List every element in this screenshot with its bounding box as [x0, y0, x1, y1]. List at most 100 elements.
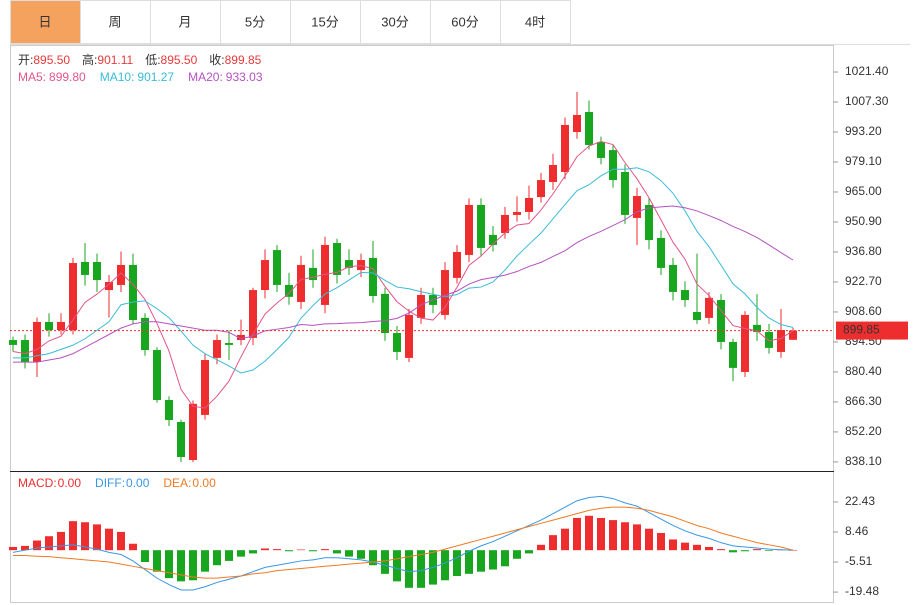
- y-tick-label: 993.20: [845, 124, 882, 138]
- candle-body: [681, 290, 689, 301]
- candle-body: [225, 343, 233, 345]
- macd-bar: [249, 550, 257, 554]
- candle-body: [381, 293, 389, 334]
- macd-bar: [177, 550, 185, 582]
- legend-name: MA10:: [100, 70, 135, 84]
- macd-bar: [357, 550, 365, 559]
- candle-body: [537, 180, 545, 198]
- macd-bar: [453, 550, 461, 576]
- candle-body: [705, 297, 713, 318]
- info-value: 899.85: [225, 53, 262, 67]
- last-price-box: [836, 321, 908, 340]
- candle-body: [561, 124, 569, 172]
- macd-bar: [513, 550, 521, 559]
- candle-body: [117, 264, 125, 285]
- legend-value: 901.27: [137, 70, 174, 84]
- macd-bar: [441, 550, 449, 581]
- macd-bar: [57, 531, 65, 551]
- macd-bar: [609, 520, 617, 551]
- macd-bar: [717, 549, 725, 551]
- candle-body: [21, 340, 29, 362]
- y-tick-label: 950.90: [845, 214, 882, 228]
- legend: MA5: 899.80 MA10: 901.27 MA20: 933.03: [18, 70, 263, 84]
- tab-label[interactable]: 月: [178, 14, 191, 29]
- tab-label[interactable]: 15分: [311, 14, 338, 29]
- tab[interactable]: [430, 0, 501, 44]
- info-value: 901.11: [97, 53, 133, 67]
- y-tick-label: 1007.30: [845, 94, 889, 108]
- candle-body: [273, 250, 281, 285]
- macd-bar: [129, 543, 137, 551]
- y-tick-label: 866.30: [845, 394, 882, 408]
- tab[interactable]: [360, 0, 431, 44]
- tab-label[interactable]: 60分: [451, 14, 478, 29]
- tab[interactable]: [150, 0, 221, 44]
- candle-body: [405, 314, 413, 358]
- y-tick-label: 1021.40: [845, 64, 889, 78]
- macd-bar: [525, 550, 533, 554]
- macd-bar: [273, 549, 281, 551]
- y-tick-label: 922.70: [845, 274, 882, 288]
- macd-bar: [225, 550, 233, 561]
- macd-bar: [213, 550, 221, 566]
- ma-line: [12, 141, 794, 409]
- candle-body: [165, 400, 173, 421]
- y-tick-label: 965.00: [845, 184, 882, 198]
- tab[interactable]: [290, 0, 361, 44]
- macd-bar: [633, 524, 641, 551]
- legend-value: 0.00: [192, 476, 216, 490]
- tab[interactable]: [10, 0, 81, 44]
- candle-body: [177, 421, 185, 458]
- macd-bar: [561, 528, 569, 551]
- candle-body: [213, 340, 221, 358]
- macd-line: [13, 506, 794, 579]
- candle-body: [657, 237, 665, 268]
- ma-line: [13, 167, 794, 374]
- tab[interactable]: [500, 0, 571, 44]
- candle-body: [321, 244, 329, 305]
- macd-bar: [657, 532, 665, 551]
- tab-label[interactable]: 日: [38, 14, 51, 29]
- tab-label[interactable]: 30分: [381, 14, 408, 29]
- candle-body: [81, 261, 89, 275]
- candle-body: [237, 334, 245, 341]
- macd-bar: [297, 549, 305, 551]
- candle-body: [297, 264, 305, 302]
- tab-label[interactable]: 4时: [525, 14, 545, 29]
- legend-name: MACD:: [18, 476, 57, 490]
- candle-body: [105, 281, 113, 291]
- candle-body: [417, 294, 425, 318]
- macd-bar: [405, 550, 413, 588]
- legend-name: DIFF:: [95, 476, 125, 490]
- macd-bar: [381, 550, 389, 574]
- candle-body: [477, 204, 485, 248]
- candle-body: [285, 284, 293, 297]
- macd-bar: [789, 550, 797, 551]
- plot-frame: [10, 45, 834, 603]
- y-tick-label: 908.60: [845, 304, 882, 318]
- candle-body: [69, 263, 77, 331]
- legend-name: MA20:: [188, 70, 223, 84]
- macd-bar: [309, 550, 317, 552]
- candle-body: [93, 261, 101, 281]
- macd-bar: [33, 540, 41, 551]
- candle-body: [573, 114, 581, 132]
- tab-label[interactable]: 周: [108, 14, 121, 29]
- tab-label[interactable]: 5分: [245, 14, 265, 29]
- macd-bar: [501, 550, 509, 567]
- macd-bar: [729, 550, 737, 553]
- candle-body: [501, 214, 509, 234]
- macd-bar: [201, 550, 209, 572]
- candle-body: [549, 164, 557, 182]
- macd-bar: [705, 546, 713, 551]
- candle-body: [129, 264, 137, 321]
- macd-bar: [93, 524, 101, 551]
- macd-bar: [741, 550, 749, 552]
- candle-body: [777, 330, 785, 352]
- candle-body: [693, 311, 701, 321]
- candle-body: [33, 321, 41, 362]
- candle-body: [489, 234, 497, 245]
- tab[interactable]: [220, 0, 291, 44]
- candle-body: [717, 300, 725, 342]
- y-tick-label: 22.43: [845, 494, 875, 508]
